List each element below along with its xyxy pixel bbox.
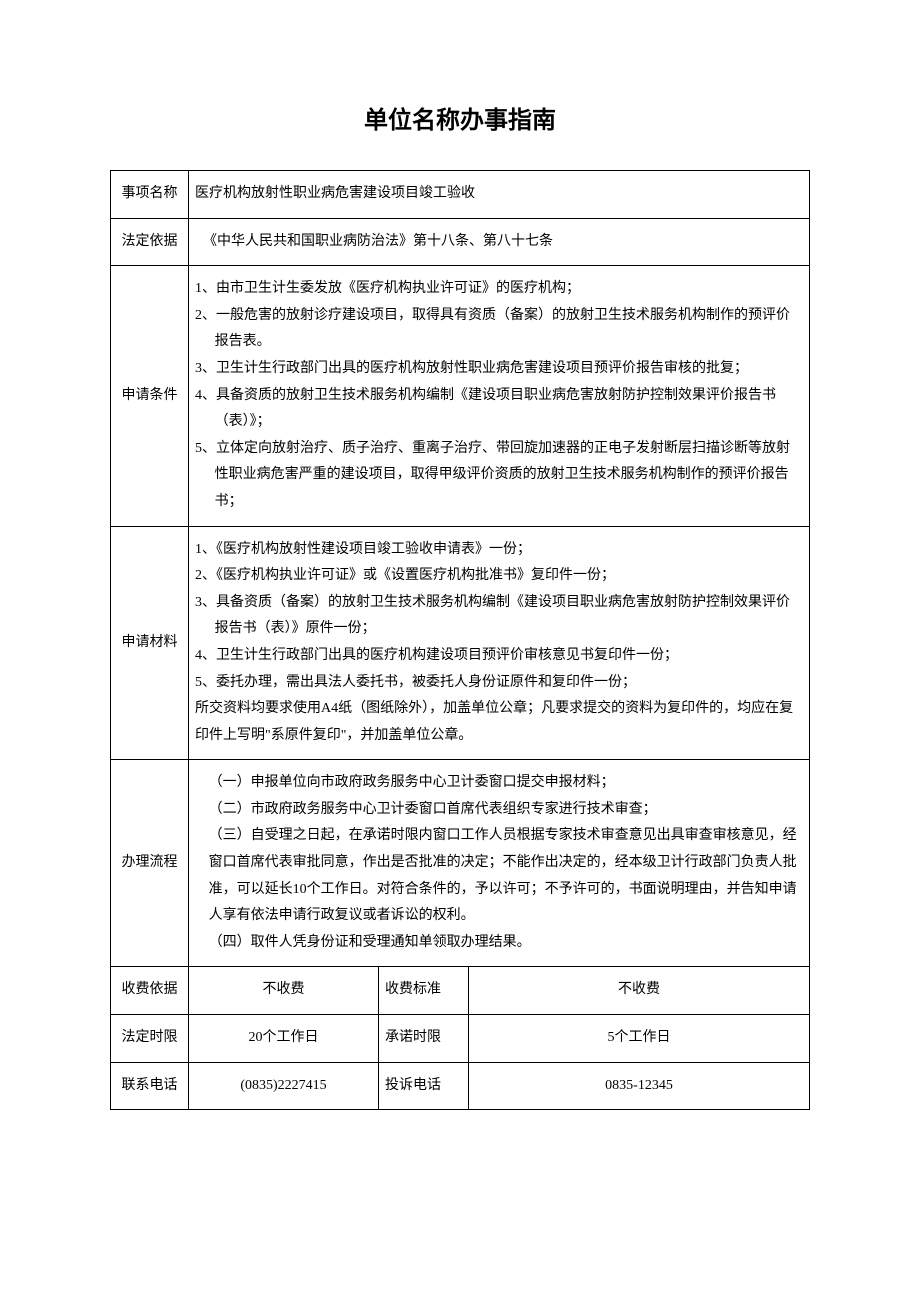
value-legal-time: 20个工作日: [189, 1015, 379, 1063]
value-fee-standard: 不收费: [469, 967, 810, 1015]
guide-table: 事项名称 医疗机构放射性职业病危害建设项目竣工验收 法定依据 《中华人民共和国职…: [110, 170, 810, 1110]
label-legal-basis: 法定依据: [111, 218, 189, 266]
label-fee-basis: 收费依据: [111, 967, 189, 1015]
label-fee-standard: 收费标准: [379, 967, 469, 1015]
condition-2: 2、一般危害的放射诊疗建设项目，取得具有资质（备案）的放射卫生技术服务机构制作的…: [195, 303, 803, 356]
process-3: （三）自受理之日起，在承诺时限内窗口工作人员根据专家技术审查意见出具审查审核意见…: [209, 823, 803, 929]
value-process: （一）申报单位向市政府政务服务中心卫计委窗口提交申报材料； （二）市政府政务服务…: [189, 760, 810, 967]
row-time: 法定时限 20个工作日 承诺时限 5个工作日: [111, 1015, 810, 1063]
label-promise-time: 承诺时限: [379, 1015, 469, 1063]
material-1: 1、《医疗机构放射性建设项目竣工验收申请表》一份；: [195, 537, 803, 564]
material-4: 4、卫生计生行政部门出具的医疗机构建设项目预评价审核意见书复印件一份；: [195, 643, 803, 670]
label-legal-time: 法定时限: [111, 1015, 189, 1063]
row-fee: 收费依据 不收费 收费标准 不收费: [111, 967, 810, 1015]
condition-5: 5、立体定向放射治疗、质子治疗、重离子治疗、带回旋加速器的正电子发射断层扫描诊断…: [195, 436, 803, 516]
page-title: 单位名称办事指南: [110, 100, 810, 135]
row-apply-conditions: 申请条件 1、由市卫生计生委发放《医疗机构执业许可证》的医疗机构； 2、一般危害…: [111, 266, 810, 526]
row-apply-materials: 申请材料 1、《医疗机构放射性建设项目竣工验收申请表》一份； 2、《医疗机构执业…: [111, 526, 810, 760]
material-note: 所交资料均要求使用A4纸（图纸除外），加盖单位公章；凡要求提交的资料为复印件的，…: [195, 696, 803, 749]
value-apply-materials: 1、《医疗机构放射性建设项目竣工验收申请表》一份； 2、《医疗机构执业许可证》或…: [189, 526, 810, 760]
value-fee-basis: 不收费: [189, 967, 379, 1015]
row-item-name: 事项名称 医疗机构放射性职业病危害建设项目竣工验收: [111, 171, 810, 219]
material-2: 2、《医疗机构执业许可证》或《设置医疗机构批准书》复印件一份；: [195, 563, 803, 590]
value-promise-time: 5个工作日: [469, 1015, 810, 1063]
label-complaint-phone: 投诉电话: [379, 1062, 469, 1110]
value-legal-basis: 《中华人民共和国职业病防治法》第十八条、第八十七条: [189, 218, 810, 266]
label-item-name: 事项名称: [111, 171, 189, 219]
value-apply-conditions: 1、由市卫生计生委发放《医疗机构执业许可证》的医疗机构； 2、一般危害的放射诊疗…: [189, 266, 810, 526]
row-legal-basis: 法定依据 《中华人民共和国职业病防治法》第十八条、第八十七条: [111, 218, 810, 266]
process-4: （四）取件人凭身份证和受理通知单领取办理结果。: [209, 930, 803, 957]
label-process: 办理流程: [111, 760, 189, 967]
material-5: 5、委托办理，需出具法人委托书，被委托人身份证原件和复印件一份；: [195, 670, 803, 697]
row-phone: 联系电话 (0835)2227415 投诉电话 0835-12345: [111, 1062, 810, 1110]
material-3: 3、具备资质（备案）的放射卫生技术服务机构编制《建设项目职业病危害放射防护控制效…: [195, 590, 803, 643]
value-contact-phone: (0835)2227415: [189, 1062, 379, 1110]
process-2: （二）市政府政务服务中心卫计委窗口首席代表组织专家进行技术审查；: [209, 797, 803, 824]
value-item-name: 医疗机构放射性职业病危害建设项目竣工验收: [189, 171, 810, 219]
process-1: （一）申报单位向市政府政务服务中心卫计委窗口提交申报材料；: [209, 770, 803, 797]
label-apply-conditions: 申请条件: [111, 266, 189, 526]
label-contact-phone: 联系电话: [111, 1062, 189, 1110]
condition-4: 4、具备资质的放射卫生技术服务机构编制《建设项目职业病危害放射防护控制效果评价报…: [195, 383, 803, 436]
label-apply-materials: 申请材料: [111, 526, 189, 760]
condition-3: 3、卫生计生行政部门出具的医疗机构放射性职业病危害建设项目预评价报告审核的批复；: [195, 356, 803, 383]
condition-1: 1、由市卫生计生委发放《医疗机构执业许可证》的医疗机构；: [195, 276, 803, 303]
row-process: 办理流程 （一）申报单位向市政府政务服务中心卫计委窗口提交申报材料； （二）市政…: [111, 760, 810, 967]
value-complaint-phone: 0835-12345: [469, 1062, 810, 1110]
